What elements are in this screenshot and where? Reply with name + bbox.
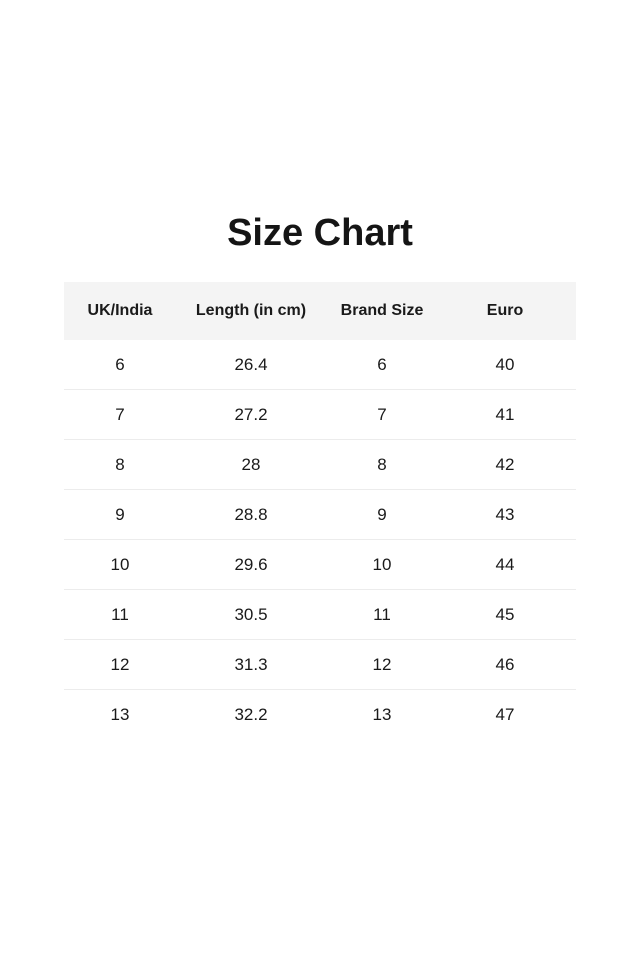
cell-length: 28 [241, 454, 261, 474]
cell-euro: 44 [495, 554, 515, 574]
page-title: Size Chart [227, 212, 413, 254]
header-length: Length (in cm) [195, 302, 307, 319]
table-header: UK/India Length (in cm) Brand Size Euro [64, 282, 576, 340]
cell-euro: 43 [495, 504, 515, 524]
cell-euro: 40 [495, 354, 515, 374]
cell-brand-size: 12 [372, 654, 392, 674]
header-euro: Euro [486, 302, 524, 319]
cell-brand-size: 11 [373, 604, 391, 624]
cell-length: 30.5 [234, 604, 268, 624]
cell-uk-india: 6 [115, 354, 125, 374]
table-row: 6 26.4 6 40 [64, 340, 576, 390]
table-row: 12 31.3 12 46 [64, 640, 576, 690]
cell-length: 28.8 [234, 504, 268, 524]
table-row: 9 28.8 9 43 [64, 490, 576, 540]
header-brand-size: Brand Size [340, 302, 424, 319]
table-row: 8 28 8 42 [64, 440, 576, 490]
cell-length: 31.3 [234, 654, 268, 674]
cell-length: 32.2 [234, 704, 268, 724]
cell-euro: 47 [495, 704, 515, 724]
cell-uk-india: 7 [115, 404, 125, 424]
cell-uk-india: 10 [110, 554, 130, 574]
table-row: 7 27.2 7 41 [64, 390, 576, 440]
cell-brand-size: 6 [377, 354, 387, 374]
table-row: 13 32.2 13 47 [64, 690, 576, 739]
cell-uk-india: 8 [115, 454, 125, 474]
cell-brand-size: 7 [377, 404, 387, 424]
cell-length: 26.4 [234, 354, 268, 374]
cell-euro: 42 [495, 454, 515, 474]
header-uk-india: UK/India [87, 302, 153, 319]
cell-brand-size: 8 [377, 454, 387, 474]
cell-uk-india: 9 [115, 504, 125, 524]
cell-euro: 45 [495, 604, 515, 624]
cell-length: 29.6 [234, 554, 268, 574]
cell-uk-india: 11 [111, 604, 129, 624]
cell-euro: 41 [495, 404, 515, 424]
size-table: UK/India Length (in cm) Brand Size Euro … [64, 282, 576, 739]
cell-brand-size: 10 [372, 554, 392, 574]
table-row: 10 29.6 10 44 [64, 540, 576, 590]
cell-brand-size: 13 [372, 704, 392, 724]
cell-euro: 46 [495, 654, 515, 674]
cell-brand-size: 9 [377, 504, 387, 524]
cell-uk-india: 12 [110, 654, 130, 674]
table-row: 11 30.5 11 45 [64, 590, 576, 640]
cell-length: 27.2 [234, 404, 268, 424]
cell-uk-india: 13 [110, 704, 130, 724]
